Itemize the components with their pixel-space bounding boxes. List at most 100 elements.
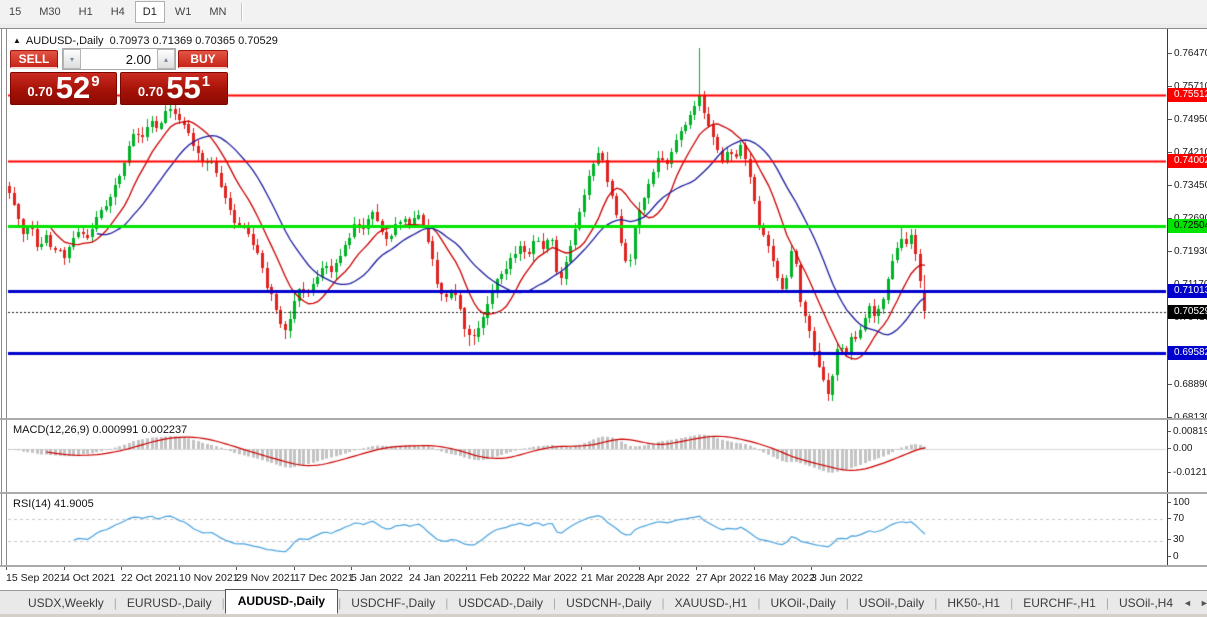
chart-tab-audusddaily[interactable]: AUDUSD-,Daily	[224, 589, 339, 614]
date-axis-tick	[121, 567, 122, 570]
chart-tab-eurchfh1[interactable]: EURCHF-,H1	[1023, 595, 1096, 610]
date-axis-label: 24 Jan 2022	[409, 572, 467, 584]
chart-title-symbol: AUDUSD-,Daily	[25, 35, 104, 47]
volume-increase-icon[interactable]: ▴	[157, 49, 175, 69]
sell-button[interactable]: SELL	[10, 50, 58, 69]
macd-canvas[interactable]	[0, 420, 1167, 492]
axis-tick-label: 0.71930	[1168, 245, 1207, 259]
axis-tick-label: 30	[1168, 534, 1184, 546]
timeframe-button-m30[interactable]: M30	[39, 6, 61, 18]
chart-tab-usoildaily[interactable]: USOil-,Daily	[858, 595, 925, 610]
chart-tab-bar: USDX,Weekly | EURUSD-,Daily | AUDUSD-,Daily |…	[0, 589, 1207, 614]
panel-splitter[interactable]	[0, 565, 1207, 567]
axis-tick-label: 0.73450	[1168, 179, 1207, 193]
level-price-label: 0.72504	[1168, 218, 1207, 233]
date-axis-tick	[294, 567, 295, 570]
tab-separator: |	[113, 595, 117, 610]
date-axis-tick	[409, 567, 410, 570]
tab-separator: |	[221, 595, 225, 610]
timeframe-buttons: 15 M30 H1 H4 D1 W1 MN	[0, 1, 235, 23]
level-price-label: 0.75512	[1168, 87, 1207, 102]
tab-separator: |	[1105, 595, 1109, 610]
level-price-label: 0.71013	[1168, 283, 1207, 298]
rsi-canvas[interactable]	[0, 494, 1167, 565]
chart-title-ohlc: 0.70973 0.71369 0.70365 0.70529	[109, 35, 278, 47]
date-axis-label: 17 Dec 2021	[294, 572, 354, 584]
date-axis-label: 8 Apr 2022	[639, 572, 690, 584]
chart-tab-usdcaddaily[interactable]: USDCAD-,Daily	[458, 595, 544, 610]
panel-splitter[interactable]	[0, 492, 1207, 494]
tab-separator: |	[845, 595, 849, 610]
timeframe-button-h1[interactable]: H1	[78, 6, 93, 18]
macd-panel: MACD(12,26,9) 0.000991 0.002237	[0, 420, 1167, 492]
buy-price-pipette: 1	[201, 73, 211, 90]
tab-separator: |	[1010, 595, 1014, 610]
tab-scroll-buttons: ◄ ►	[1183, 598, 1207, 608]
chart-tab-usdchfdaily[interactable]: USDCHF-,Daily	[351, 595, 436, 610]
chart-tab-eurusddaily[interactable]: EURUSD-,Daily	[126, 595, 212, 610]
date-axis-tick	[236, 567, 237, 570]
tab-separator: |	[338, 595, 342, 610]
axis-tick-label: 0.74210	[1168, 146, 1207, 160]
timeframe-button-h4[interactable]: H4	[110, 6, 125, 18]
timeframe-button-w1[interactable]: W1	[174, 6, 192, 18]
date-axis-tick	[639, 567, 640, 570]
level-price-label: 0.74002	[1168, 153, 1207, 168]
sell-price-pipette: 9	[91, 73, 100, 90]
chart-tab-xauusdh1[interactable]: XAUUSD-,H1	[674, 595, 748, 610]
axis-tick-label: 0.75710	[1168, 79, 1207, 93]
volume-input[interactable]	[81, 49, 157, 69]
date-axis-label: 5 Jan 2022	[351, 572, 403, 584]
tab-scroll-left-icon[interactable]: ◄	[1183, 597, 1192, 608]
price-axis: 0.76470 0.75710 0.74950 0.74210 0.73450 0.726…	[1167, 29, 1207, 567]
sell-price-big: 52	[55, 70, 91, 105]
axis-tick-label: 0.74950	[1168, 112, 1207, 126]
chart-tab-usdxweekly[interactable]: USDX,Weekly	[28, 595, 104, 610]
timeframe-button-d1[interactable]: D1	[134, 1, 165, 23]
volume-decrease-icon[interactable]: ▾	[63, 49, 81, 69]
window-left-border	[1, 29, 2, 567]
date-axis-tick	[351, 567, 352, 570]
panel-splitter[interactable]	[0, 418, 1207, 420]
axis-tick-label: 70	[1168, 512, 1184, 524]
date-axis-label: 4 Oct 2021	[64, 572, 116, 584]
buy-price-button[interactable]: 0.70 55 1	[120, 72, 228, 105]
tab-separator: |	[934, 595, 938, 610]
date-axis-label: 11 Feb 2022	[466, 572, 525, 584]
chart-tab-usoilh4[interactable]: USOil-,H4	[1118, 595, 1173, 610]
sell-price-button[interactable]: 0.70 52 9	[10, 72, 117, 105]
price-chart-panel: ▲ AUDUSD-,Daily 0.70973 0.71369 0.70365 0…	[0, 29, 1167, 418]
current-price-label: 0.70529	[1168, 304, 1207, 319]
date-axis-tick	[466, 567, 467, 570]
date-axis-label: 27 Apr 2022	[696, 572, 753, 584]
level-price-label: 0.69582	[1168, 346, 1207, 361]
date-axis-tick	[179, 567, 180, 570]
symbol-expander-icon[interactable]: ▲	[13, 36, 21, 45]
axis-tick-label: 0.76470	[1168, 46, 1207, 60]
date-axis-label: 15 Sep 2021	[6, 572, 66, 584]
toolbar-separator	[241, 3, 244, 21]
date-axis-tick	[581, 567, 582, 570]
date-axis-label: 22 Oct 2021	[121, 572, 179, 584]
date-axis-label: 2 Mar 2022	[524, 572, 578, 584]
timeframe-button-mn[interactable]: MN	[209, 6, 227, 18]
axis-tick-label: 0	[1168, 550, 1179, 562]
chart-tab-usdcnhdaily[interactable]: USDCNH-,Daily	[566, 595, 652, 610]
sell-price-prefix: 0.70	[27, 84, 53, 99]
chart-tab-ukoildaily[interactable]: UKOil-,Daily	[770, 595, 836, 610]
timeframe-toolbar: 15 M30 H1 H4 D1 W1 MN	[0, 0, 1207, 25]
axis-tick-label: 0.68890	[1168, 377, 1207, 391]
chart-title: ▲ AUDUSD-,Daily 0.70973 0.71369 0.70365 0…	[13, 35, 278, 47]
timeframe-button-15[interactable]: 15	[9, 6, 22, 18]
window-left-border-inner	[6, 29, 7, 567]
date-axis: 15 Sep 2021 4 Oct 2021 22 Oct 2021 10 Nov 2…	[0, 567, 1207, 590]
rsi-panel: RSI(14) 41.9005	[0, 494, 1167, 565]
rsi-label: RSI(14) 41.9005	[13, 498, 94, 510]
buy-button[interactable]: BUY	[178, 50, 228, 69]
axis-tick-label: -0.01212	[1168, 466, 1207, 478]
macd-label: MACD(12,26,9) 0.000991 0.002237	[13, 424, 188, 436]
chart-tab-hk50h1[interactable]: HK50-,H1	[947, 595, 1001, 610]
tab-scroll-right-icon[interactable]: ►	[1199, 597, 1207, 608]
